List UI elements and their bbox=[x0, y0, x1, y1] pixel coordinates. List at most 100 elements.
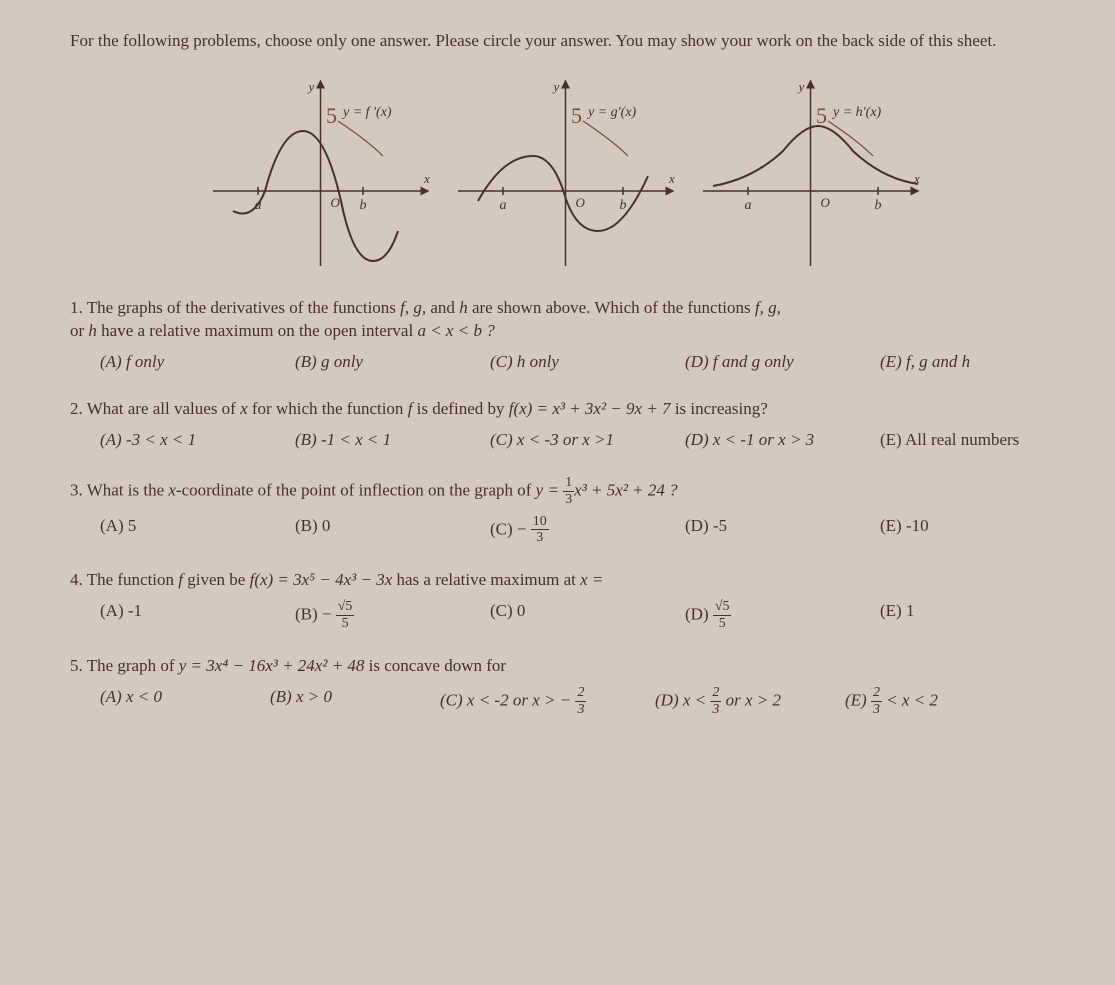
q3c-n: 10 bbox=[531, 515, 549, 531]
svg-text:b: b bbox=[619, 198, 626, 213]
q1-or: or bbox=[70, 321, 88, 340]
q4-xeq: x = bbox=[580, 570, 603, 589]
svg-text:y: y bbox=[796, 79, 804, 94]
q4d-n: √5 bbox=[713, 600, 732, 616]
q1-opt-e[interactable]: (E) f, g and h bbox=[880, 351, 1075, 374]
q3-options: (A) 5 (B) 0 (C) − 103 (D) -5 (E) -10 bbox=[100, 515, 1060, 546]
q4b-n: √5 bbox=[336, 600, 355, 616]
q2-opt-b[interactable]: (B) -1 < x < 1 bbox=[295, 429, 490, 452]
q3c-pre: (C) − bbox=[490, 519, 531, 538]
q2-post: is increasing? bbox=[671, 399, 768, 418]
q5e-d: 3 bbox=[871, 702, 882, 717]
q3-opt-b[interactable]: (B) 0 bbox=[295, 515, 490, 546]
q3-opt-c[interactable]: (C) − 103 bbox=[490, 515, 685, 546]
q1-text: 1. The graphs of the derivatives of the … bbox=[70, 297, 1060, 343]
svg-text:5: 5 bbox=[326, 103, 337, 128]
q5-opt-a[interactable]: (A) x < 0 bbox=[100, 686, 270, 717]
q5c-frac: 23 bbox=[575, 686, 586, 717]
q3-opt-d[interactable]: (D) -5 bbox=[685, 515, 880, 546]
q5d-d: 3 bbox=[710, 702, 721, 717]
q5-eq: y = 3x⁴ − 16x³ + 24x² + 48 bbox=[179, 656, 365, 675]
q3-x: x bbox=[168, 480, 176, 499]
q3c-d: 3 bbox=[531, 530, 549, 545]
q4-opt-b[interactable]: (B) − √55 bbox=[295, 600, 490, 631]
q2-opt-c[interactable]: (C) x < -3 or x >1 bbox=[490, 429, 685, 452]
q2-mid: for which the function bbox=[248, 399, 408, 418]
q2-pre: 2. What are all values of bbox=[70, 399, 240, 418]
q4-opt-e[interactable]: (E) 1 bbox=[880, 600, 1075, 631]
q1-opt-b[interactable]: (B) g only bbox=[295, 351, 490, 374]
svg-text:y = h'(x): y = h'(x) bbox=[831, 105, 882, 120]
q5d-post: or x > 2 bbox=[721, 690, 781, 709]
q5c-pre: (C) x < -2 or x > − bbox=[440, 690, 575, 709]
q4-text: 4. The function f given be f(x) = 3x⁵ − … bbox=[70, 569, 1060, 592]
q2-def: is defined by bbox=[412, 399, 508, 418]
q1-opt-a[interactable]: (A) f only bbox=[100, 351, 295, 374]
svg-text:O: O bbox=[330, 195, 340, 210]
q5-opt-c[interactable]: (C) x < -2 or x > − 23 bbox=[440, 686, 655, 717]
q3-opt-e[interactable]: (E) -10 bbox=[880, 515, 1075, 546]
q3-frac-n: 1 bbox=[563, 476, 574, 492]
q3-mid: -coordinate of the point of inflection o… bbox=[176, 480, 536, 499]
q1-h2: h bbox=[88, 321, 97, 340]
q4-eq: f(x) = 3x⁵ − 4x³ − 3x bbox=[250, 570, 393, 589]
q1-q: have a relative maximum on the open inte… bbox=[97, 321, 418, 340]
q1-post: are shown above. Which of the functions bbox=[468, 298, 755, 317]
q5d-pre: (D) x < bbox=[655, 690, 710, 709]
q4-opt-a[interactable]: (A) -1 bbox=[100, 600, 295, 631]
q1-opt-d[interactable]: (D) f and g only bbox=[685, 351, 880, 374]
q1-h: h bbox=[459, 298, 468, 317]
q4-opt-d[interactable]: (D) √55 bbox=[685, 600, 880, 631]
svg-text:y: y bbox=[306, 79, 314, 94]
q3-pre: 3. What is the bbox=[70, 480, 168, 499]
q1-fns: f, g, bbox=[400, 298, 426, 317]
q5-opt-b[interactable]: (B) x > 0 bbox=[270, 686, 440, 717]
svg-text:a: a bbox=[254, 198, 261, 213]
q1-interval: a < x < b ? bbox=[417, 321, 494, 340]
q2-opt-e[interactable]: (E) All real numbers bbox=[880, 429, 1075, 452]
q2-opt-a[interactable]: (A) -3 < x < 1 bbox=[100, 429, 295, 452]
svg-text:O: O bbox=[820, 195, 830, 210]
graphs-row: a b O x y y = f '(x) 5 a b O x y y = g bbox=[70, 71, 1060, 271]
q5-opt-d[interactable]: (D) x < 23 or x > 2 bbox=[655, 686, 845, 717]
q1-opt-c[interactable]: (C) h only bbox=[490, 351, 685, 374]
svg-text:y: y bbox=[551, 79, 559, 94]
q5-opt-e[interactable]: (E) 23 < x < 2 bbox=[845, 686, 995, 717]
q4d-pre: (D) bbox=[685, 605, 713, 624]
q2-opt-d[interactable]: (D) x < -1 or x > 3 bbox=[685, 429, 880, 452]
svg-text:a: a bbox=[744, 198, 751, 213]
q3c-frac: 103 bbox=[531, 515, 549, 546]
svg-text:b: b bbox=[874, 198, 881, 213]
svg-text:b: b bbox=[359, 198, 366, 213]
graph-h-prime: a b O x y y = h'(x) 5 bbox=[693, 71, 928, 271]
q3-opt-a[interactable]: (A) 5 bbox=[100, 515, 295, 546]
q4b-pre: (B) − bbox=[295, 605, 336, 624]
q4-mid: given be bbox=[183, 570, 250, 589]
q5e-frac: 23 bbox=[871, 686, 882, 717]
q4b-d: 5 bbox=[336, 616, 355, 631]
instructions: For the following problems, choose only … bbox=[70, 30, 1060, 53]
svg-text:y = g'(x): y = g'(x) bbox=[586, 105, 637, 120]
q3-frac: 13 bbox=[563, 476, 574, 507]
q4-post: has a relative maximum at bbox=[392, 570, 580, 589]
svg-text:a: a bbox=[499, 198, 506, 213]
q5-pre: 5. The graph of bbox=[70, 656, 179, 675]
q2-text: 2. What are all values of x for which th… bbox=[70, 398, 1060, 421]
q4-options: (A) -1 (B) − √55 (C) 0 (D) √55 (E) 1 bbox=[100, 600, 1060, 631]
svg-text:x: x bbox=[913, 171, 920, 186]
svg-text:x: x bbox=[668, 171, 675, 186]
q2-x: x bbox=[240, 399, 248, 418]
q5-post: is concave down for bbox=[364, 656, 506, 675]
q3-frac-d: 3 bbox=[563, 492, 574, 507]
q5-options: (A) x < 0 (B) x > 0 (C) x < -2 or x > − … bbox=[100, 686, 1060, 717]
q2-options: (A) -3 < x < 1 (B) -1 < x < 1 (C) x < -3… bbox=[100, 429, 1060, 452]
q4-pre: 4. The function bbox=[70, 570, 178, 589]
q1-fns2: f, g, bbox=[755, 298, 781, 317]
q3-eqpost: x³ + 5x² + 24 ? bbox=[574, 480, 677, 499]
q5c-d: 3 bbox=[575, 702, 586, 717]
q1-pre: 1. The graphs of the derivatives of the … bbox=[70, 298, 400, 317]
svg-text:5: 5 bbox=[816, 103, 827, 128]
q4-opt-c[interactable]: (C) 0 bbox=[490, 600, 685, 631]
q5d-n: 2 bbox=[710, 686, 721, 702]
q5-text: 5. The graph of y = 3x⁴ − 16x³ + 24x² + … bbox=[70, 655, 1060, 678]
